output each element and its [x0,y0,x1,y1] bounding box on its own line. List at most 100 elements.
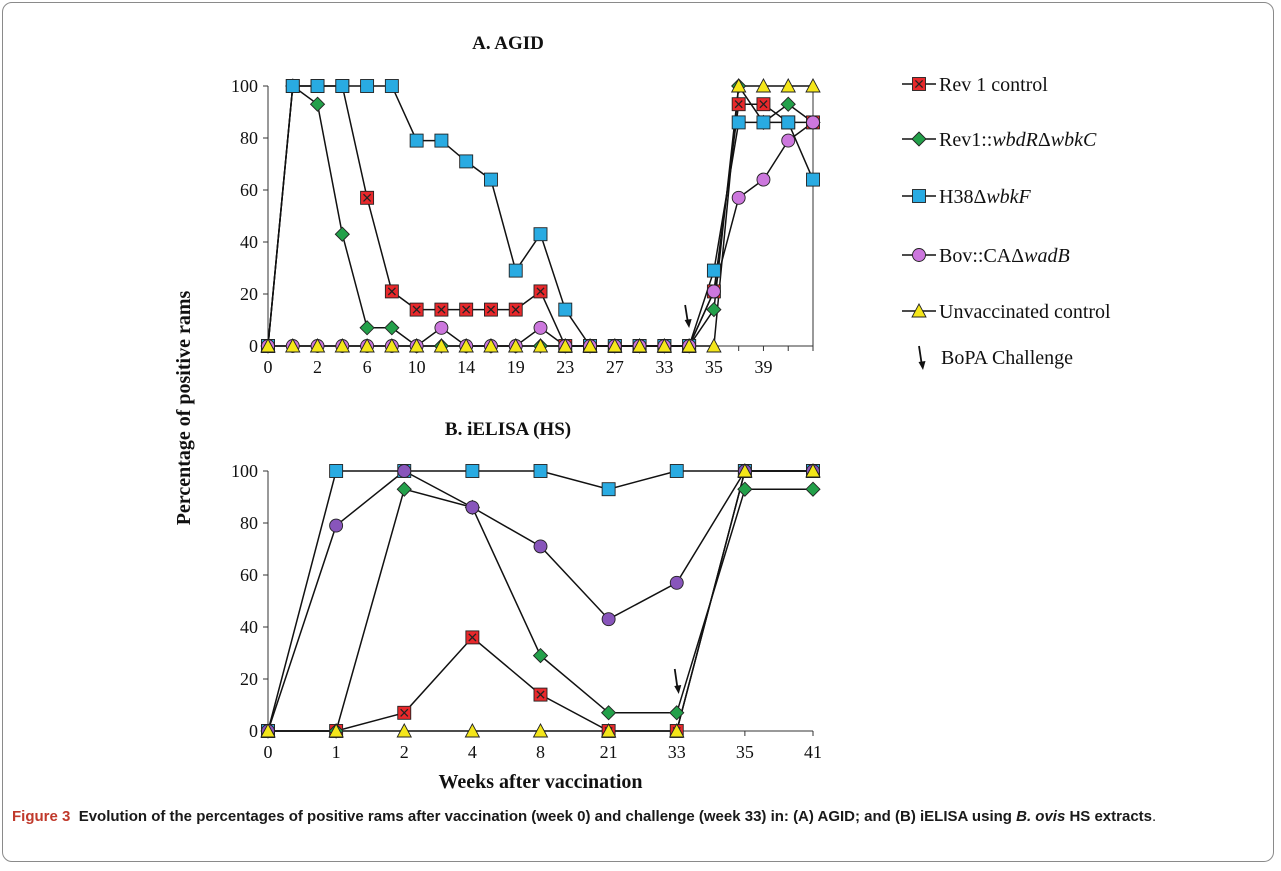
panel-b-point-unvaccinated-control-7 [737,463,753,478]
panel-b-point-bov-ca-wadb-5 [601,612,616,627]
panel-b-point-unvaccinated-control-8 [805,463,821,478]
legend-item-3-italic: wadB [1024,245,1070,267]
panel-b-ytick-label-40: 40 [240,617,258,637]
panel-b-challenge-arrow-head [674,685,682,694]
y-axis-label-text: Percentage of positive rams [173,291,195,526]
panel-a-point-rev-1-control-6-x [412,305,421,314]
panel-b-point-unvaccinated-control-0 [260,723,276,738]
panel-b-title: B. iELISA (HS) [445,419,571,440]
panel-a-xtick-label-6: 6 [363,357,372,377]
panel-a-xtick-label-35: 35 [705,357,723,377]
legend-item-2-prefix: H38Δ [939,186,986,208]
panel-b-point-h38-wbkf-5 [601,482,616,497]
panel-a-point-bov-ca-wadb-18 [706,284,721,299]
caption-end: . [1152,808,1157,825]
panel-a-point-h38-wbkf-2 [310,79,325,93]
legend-item-3-prefix: Bov::CAΔ [939,245,1024,267]
panel-a-line-rev-1-control [267,85,813,347]
legend-item-1-prefix: Rev1:: [939,129,992,151]
panel-a-point-rev-1-control-11-x [536,287,545,296]
caption-text-1: Evolution of the percentages of positive… [78,808,1017,825]
panel-a-point-bov-ca-wadb-7 [434,320,449,335]
panel-a-point-bov-ca-wadb-20 [756,172,771,187]
legend-item-3-label: Bov::CAΔwadB [939,245,1070,267]
panel-a-point-rev1-wbdr-wbkc-5 [384,320,400,336]
panel-a-point-h38-wbkf-3 [335,79,350,93]
panel-a-point-unvaccinated-control-4 [359,338,375,353]
panel-b-point-h38-wbkf-6 [669,464,684,478]
panel-b-point-unvaccinated-control-3 [464,723,481,738]
panel-a-ytick-label-80: 80 [240,128,258,148]
panel-b-xtick-label-21: 21 [600,742,618,762]
panel-b-point-bov-ca-wadb-2 [397,464,412,478]
legend-item-1-italic: wbdR [992,129,1038,151]
legend-item-1-label: Rev1::wbdRΔwbkC [939,129,1097,151]
panel-b-ytick-label-20: 20 [240,669,258,689]
panel-b-point-rev1-wbdr-wbkc-6 [669,705,685,721]
panel-a-xtick-label-23: 23 [556,357,574,377]
panel-b-point-bov-ca-wadb-4 [533,539,548,554]
panel-b-point-unvaccinated-control-6 [668,723,685,738]
legend-item-0-label: Rev 1 control [939,74,1048,96]
panel-a-point-rev1-wbdr-wbkc-21 [780,96,796,112]
panel-a-point-h38-wbkf-20 [756,115,771,130]
panel-b-xtick-label-0: 0 [264,742,273,762]
panel-a-point-unvaccinated-control-6 [408,338,425,353]
legend-item-2-label: H38ΔwbkF [939,186,1032,208]
panel-a-point-unvaccinated-control-15 [631,338,648,353]
panel-a-point-unvaccinated-control-5 [384,338,400,353]
panel-a-point-h38-wbkf-7 [434,133,449,148]
panel-a-point-rev-1-control-20-x [759,100,768,109]
panel-b-point-unvaccinated-control-2 [396,723,413,738]
panel-b-point-bov-ca-wadb-6 [669,575,684,590]
panel-a-point-bov-ca-wadb-19 [731,190,746,205]
panel-a-point-rev-1-control-19-x [734,100,743,109]
panel-a-xtick-label-33: 33 [655,357,673,377]
caption-figure-label: Figure 3 [12,808,71,825]
panel-b-ytick-label-100: 100 [231,461,258,481]
legend-item-1-mid: Δ [1038,129,1051,151]
panel-a-point-rev-1-control-10-x [511,305,520,314]
panel-a-line-unvaccinated-control [268,85,813,347]
panel-a-point-unvaccinated-control-8 [458,338,474,353]
panel-a-ytick-label-0: 0 [249,336,258,356]
figure-caption: Figure 3 Evolution of the percentages of… [12,806,1267,828]
panel-a-point-unvaccinated-control-7 [433,338,450,353]
panel-a-point-unvaccinated-control-20 [755,78,772,93]
caption-text-2: HS extracts [1065,808,1153,825]
panel-b-point-rev1-wbdr-wbkc-4 [532,647,549,664]
panel-b-xtick-label-4: 4 [468,742,477,762]
panel-a-title: A. AGID [472,33,544,54]
panel-a-point-rev1-wbdr-wbkc-4 [359,320,375,336]
panel-b-point-rev1-wbdr-wbkc-2 [396,481,412,497]
panel-a-point-h38-wbkf-21 [781,115,796,130]
legend-item-2-marker [912,189,926,203]
panel-a-line-rev1-wbdr-wbkc [267,83,814,347]
panel-b-xtick-label-8: 8 [536,742,545,762]
legend-item-1-italic2: wbkC [1051,129,1097,151]
panel-a-agid: A. AGID 0 20 40 60 80 100 0 2 6 10 14 19 23 27 33 35 39 [231,33,821,377]
panel-b-ytick-label-80: 80 [240,513,258,533]
caption-italic: B. ovis [1016,808,1066,825]
panel-b-point-bov-ca-wadb-3 [465,500,480,515]
panel-a-point-bov-ca-wadb-11 [533,320,548,335]
panel-b-point-unvaccinated-control-4 [532,723,549,738]
panel-a-point-unvaccinated-control-0 [260,338,276,353]
panel-a-point-bov-ca-wadb-21 [781,133,796,148]
legend-item-2-italic: wbkF [986,186,1031,208]
panel-a-point-unvaccinated-control-19 [730,78,747,93]
panel-a-point-h38-wbkf-4 [360,79,375,93]
panel-a-xtick-label-14: 14 [457,357,475,377]
panel-a-ytick-label-20: 20 [240,284,258,304]
panel-a-point-h38-wbkf-12 [558,302,573,317]
panel-a-point-h38-wbkf-11 [533,227,548,242]
panel-a-point-unvaccinated-control-10 [507,338,524,353]
panel-a-point-rev1-wbdr-wbkc-18 [706,301,722,318]
panel-b-ytick-label-60: 60 [240,565,258,585]
panel-a-point-h38-wbkf-19 [731,115,746,130]
panel-a-point-rev1-wbdr-wbkc-2 [309,96,326,112]
legend-challenge-label: BoPA Challenge [941,347,1073,369]
legend-item-4-marker [911,303,927,318]
panel-a-xtick-label-10: 10 [408,357,426,377]
